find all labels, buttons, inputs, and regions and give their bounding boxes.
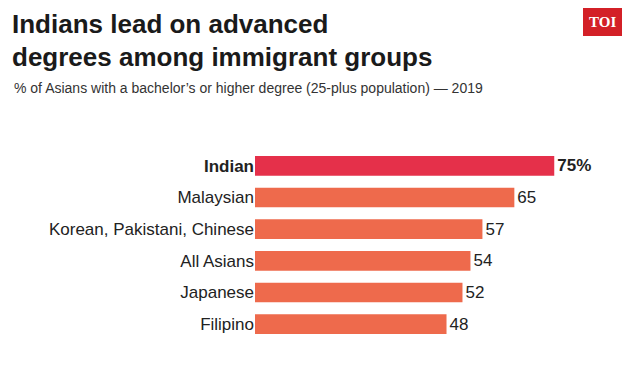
svg-text:All Asians: All Asians	[180, 252, 254, 271]
svg-text:52: 52	[465, 283, 484, 302]
svg-text:75%: 75%	[557, 156, 591, 175]
svg-text:57: 57	[485, 220, 504, 239]
svg-text:Japanese: Japanese	[180, 283, 254, 302]
svg-text:65: 65	[517, 188, 536, 207]
svg-text:Indians lead on advanceddegree: Indians lead on advanceddegrees among im…	[12, 9, 432, 73]
svg-text:Malaysian: Malaysian	[177, 188, 254, 207]
svg-text:48: 48	[450, 315, 469, 334]
svg-text:Filipino: Filipino	[200, 315, 254, 334]
svg-text:% of Asians with a bachelor’s: % of Asians with a bachelor’s or higher …	[14, 80, 483, 96]
svg-text:Indian: Indian	[204, 157, 254, 176]
svg-text:54: 54	[473, 251, 492, 270]
svg-text:TOI: TOI	[589, 14, 616, 30]
svg-text:Korean, Pakistani, Chinese: Korean, Pakistani, Chinese	[49, 220, 254, 239]
